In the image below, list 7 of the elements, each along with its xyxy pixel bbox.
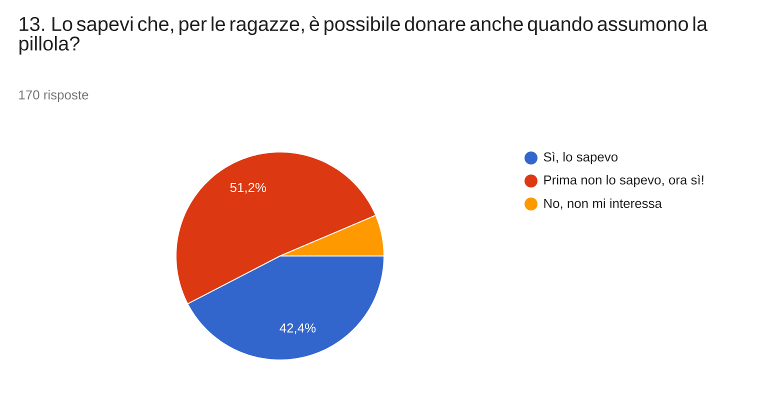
data-label: 51,2% (230, 182, 266, 194)
chart-title: 13. Lo sapevi che, per le ragazze, è possibile donare anche quando assumono la pillola? (19, 16, 708, 55)
legend-label: Sì, lo sapevo (544, 152, 618, 164)
legend-label: Prima non lo sapevo, ora sì! (544, 174, 704, 188)
text: 170 risposte (19, 90, 88, 102)
data-label: 42,4% (280, 323, 316, 334)
legend-label: No, non mi interessa (544, 198, 662, 210)
